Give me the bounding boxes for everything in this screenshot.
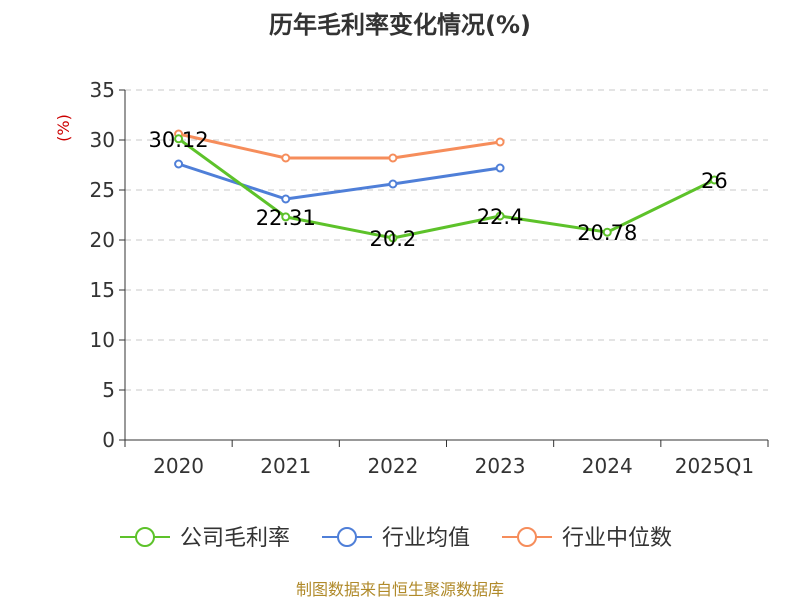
data-point xyxy=(281,153,291,163)
y-tick-label: 5 xyxy=(102,378,115,402)
data-labels: 30.12 22.31 20.2 22.4 20.78 26 xyxy=(149,128,728,251)
grid-lines xyxy=(125,89,768,391)
y-axis-unit: (%) xyxy=(54,114,73,142)
y-tick-label: 35 xyxy=(90,78,115,102)
y-tick-label: 15 xyxy=(90,278,115,302)
y-tick-label: 30 xyxy=(90,128,115,152)
y-tick-label: 20 xyxy=(90,228,115,252)
legend-label: 公司毛利率 xyxy=(180,526,290,551)
series-line-1 xyxy=(178,162,501,201)
x-tick-label: 2020 xyxy=(153,454,204,478)
series-layer xyxy=(174,129,719,243)
data-point xyxy=(281,212,291,222)
legend-marker xyxy=(337,527,357,547)
data-label: 22.31 xyxy=(256,206,316,230)
x-tick-label: 2022 xyxy=(367,454,418,478)
source-note: 制图数据来自恒生聚源数据库 xyxy=(296,580,504,599)
legend-label: 行业中位数 xyxy=(562,526,672,551)
data-label: 20.78 xyxy=(577,221,637,245)
data-label: 26 xyxy=(701,169,728,193)
data-label: 22.4 xyxy=(477,205,524,229)
data-label: 30.12 xyxy=(149,128,209,152)
data-point xyxy=(602,227,612,237)
axes: 0 5 10 15 20 25 30 35 2020 2021 2022 2023 2024 2025Q1 xyxy=(90,78,769,478)
legend: 公司毛利率 行业均值 行业中位数 xyxy=(120,526,672,551)
legend-marker xyxy=(135,527,155,547)
legend-label: 行业均值 xyxy=(382,526,470,551)
data-point xyxy=(388,153,398,163)
data-point xyxy=(174,159,184,169)
legend-marker xyxy=(517,527,537,547)
data-point xyxy=(388,179,398,189)
x-tick-label: 2025Q1 xyxy=(675,454,754,478)
data-point xyxy=(495,137,505,147)
data-point xyxy=(388,233,398,243)
y-tick-label: 0 xyxy=(102,428,115,452)
chart-title: 历年毛利率变化情况(%) xyxy=(269,11,531,39)
x-tick-label: 2023 xyxy=(475,454,526,478)
y-tick-label: 25 xyxy=(90,178,115,202)
data-point xyxy=(709,175,719,185)
data-point xyxy=(174,134,184,144)
x-tick-label: 2024 xyxy=(582,454,633,478)
y-tick-label: 10 xyxy=(90,328,115,352)
data-point xyxy=(281,194,291,204)
data-point xyxy=(495,211,505,221)
data-point xyxy=(495,163,505,173)
data-label: 20.2 xyxy=(370,227,417,251)
x-tick-label: 2021 xyxy=(260,454,311,478)
series-line-2 xyxy=(178,132,501,160)
series-line-0 xyxy=(177,137,716,240)
